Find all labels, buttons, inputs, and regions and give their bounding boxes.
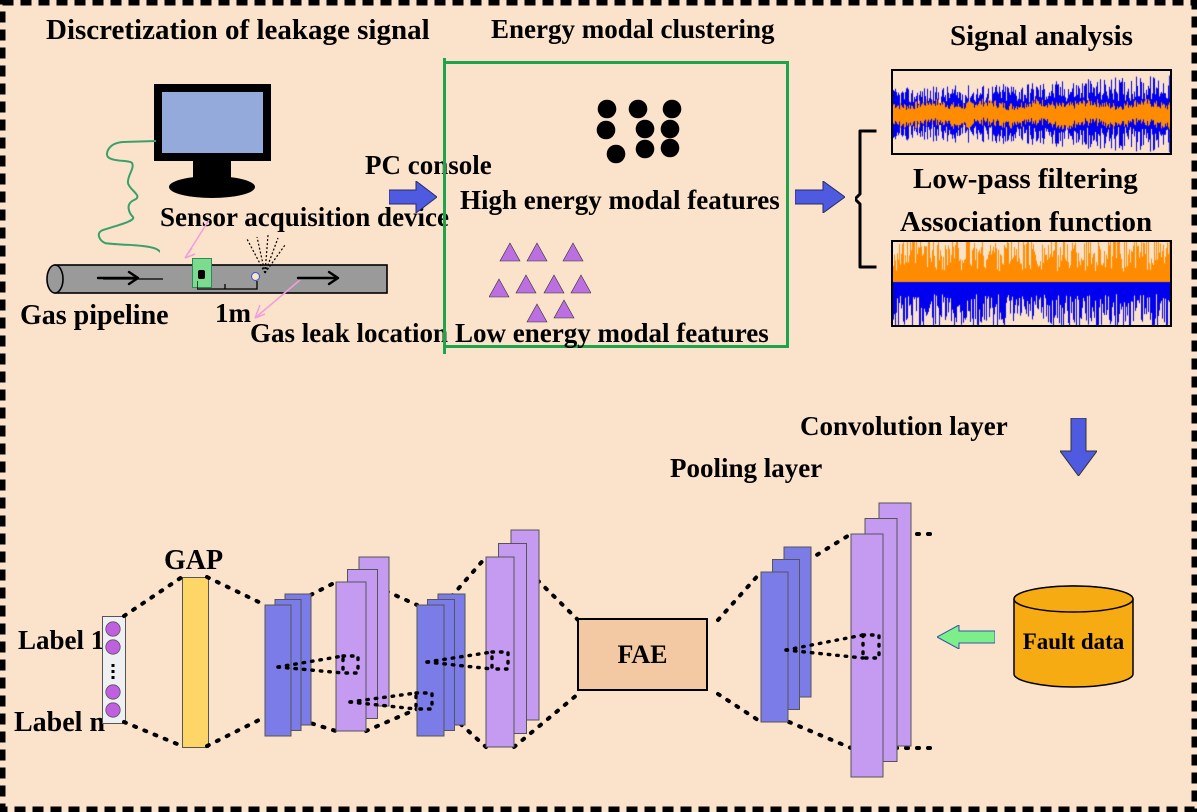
svg-text:Fault data: Fault data	[1023, 629, 1125, 654]
